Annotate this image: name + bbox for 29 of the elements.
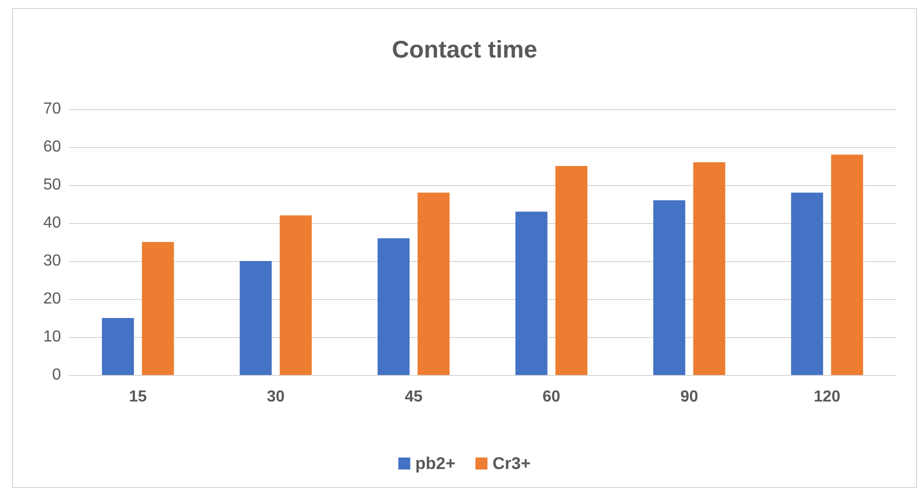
y-tick-label: 60	[43, 138, 62, 156]
y-tick-label: 20	[43, 290, 62, 308]
x-tick-label: 30	[266, 388, 285, 406]
x-tick-label: 45	[404, 388, 423, 406]
bar	[693, 162, 726, 375]
y-tick-label: 10	[43, 328, 62, 346]
bar	[418, 192, 450, 375]
y-tick-label: 40	[43, 214, 62, 232]
bar	[378, 238, 410, 375]
bar	[791, 192, 824, 375]
bar	[102, 318, 134, 375]
x-tick-label: 120	[814, 388, 841, 406]
bar	[142, 242, 174, 375]
chart-title: Contact time	[392, 36, 538, 64]
legend-label: Cr3+	[492, 454, 531, 473]
legend-label: pb2+	[415, 454, 456, 473]
bar	[240, 261, 272, 375]
y-tick-label: 30	[43, 252, 62, 270]
bar	[515, 212, 548, 375]
x-tick-label: 15	[129, 388, 147, 406]
bar	[555, 166, 588, 375]
y-tick-label: 50	[43, 176, 62, 194]
bar	[653, 200, 686, 375]
y-tick-label: 70	[43, 100, 62, 118]
x-tick-label: 60	[542, 388, 560, 406]
x-tick-label: 90	[680, 388, 698, 406]
y-tick-label: 0	[52, 366, 62, 384]
bar	[280, 215, 312, 375]
bar	[831, 154, 864, 375]
